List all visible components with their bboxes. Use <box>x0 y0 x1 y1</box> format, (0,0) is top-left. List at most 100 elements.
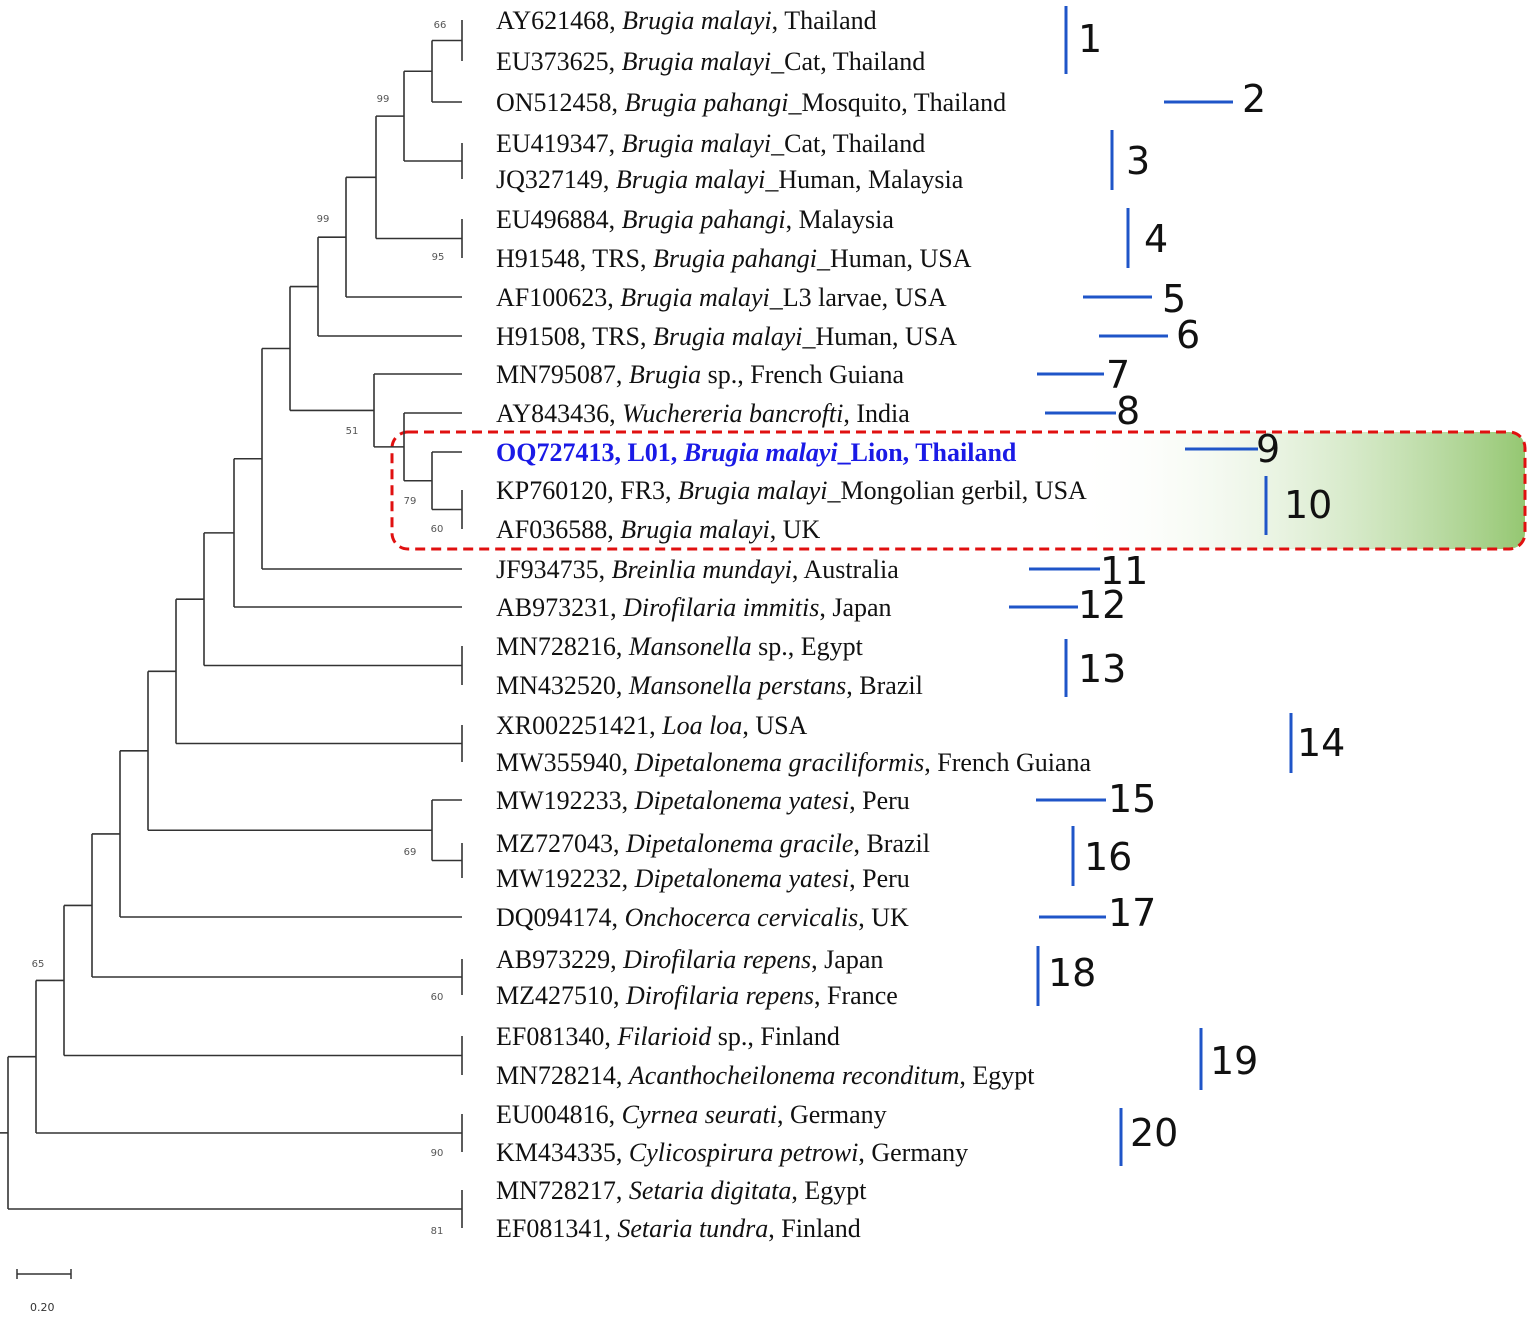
label-part: _L3 larvae, USA <box>769 283 947 312</box>
label-part: XR002251421, <box>496 711 662 740</box>
label-part: ON512458, <box>496 88 625 117</box>
group-number: 5 <box>1162 277 1186 321</box>
leaf-label: H91508, TRS, Brugia malayi_Human, USA <box>496 322 957 351</box>
label-part: , Japan <box>819 593 891 622</box>
species-name: Cylicospirura petrowi <box>629 1138 858 1167</box>
leaf-label: MN728214, Acanthocheilonema reconditum, … <box>496 1061 1035 1090</box>
group-number: 19 <box>1210 1039 1258 1083</box>
label-part: MN728214, <box>496 1061 629 1090</box>
group-number: 12 <box>1078 583 1126 627</box>
species-name: Breinlia mundayi <box>612 555 792 584</box>
leaf-label: MZ427510, Dirofilaria repens, France <box>496 981 898 1010</box>
label-part: EF081341, <box>496 1214 617 1243</box>
label-part: MN795087, <box>496 360 629 389</box>
species-name: Brugia malayi <box>620 515 770 544</box>
label-part: , Peru <box>849 786 910 815</box>
leaf-label: AF036588, Brugia malayi, UK <box>496 515 821 544</box>
leaf-label: EU373625, Brugia malayi_Cat, Thailand <box>496 47 925 76</box>
group-number: 7 <box>1106 353 1130 397</box>
species-name: Dipetalonema graciliformis <box>634 748 925 777</box>
label-part: MN432520, <box>496 671 629 700</box>
label-part: EU496884, <box>496 205 622 234</box>
group-number: 11 <box>1100 549 1148 593</box>
species-name: Cyrnea seurati <box>622 1100 777 1129</box>
species-name: Brugia pahangi <box>653 244 817 273</box>
label-part: sp., French Guiana <box>701 360 904 389</box>
label-part: _Cat, Thailand <box>770 47 925 76</box>
leaf-label: MW355940, Dipetalonema graciliformis, Fr… <box>496 748 1092 777</box>
bootstrap-value: 51 <box>346 426 359 437</box>
species-name: Mansonella <box>628 632 752 661</box>
leaf-labels: AY621468, Brugia malayi, ThailandEU37362… <box>496 6 1092 1243</box>
leaf-label: EU496884, Brugia pahangi, Malaysia <box>496 205 894 234</box>
label-part: _Human, Malaysia <box>764 165 963 194</box>
group-number: 6 <box>1176 313 1200 357</box>
bootstrap-value: 60 <box>431 992 444 1003</box>
leaf-label: DQ094174, Onchocerca cervicalis, UK <box>496 903 909 932</box>
label-part: AB973229, <box>496 945 623 974</box>
label-part: H91508, TRS, <box>496 322 653 351</box>
scale-bar-label: 0.20 <box>30 1301 55 1314</box>
group-number: 17 <box>1108 891 1156 935</box>
leaf-label: AY843436, Wuchereria bancrofti, India <box>496 399 910 428</box>
label-part: MW192233, <box>496 786 635 815</box>
label-part: DQ094174, <box>496 903 625 932</box>
leaf-label: OQ727413, L01, Brugia malayi_Lion, Thail… <box>496 438 1017 467</box>
leaf-label: KP760120, FR3, Brugia malayi_Mongolian g… <box>496 476 1087 505</box>
species-name: Brugia malayi <box>653 322 803 351</box>
label-part: , France <box>814 981 898 1010</box>
leaf-label: JF934735, Breinlia mundayi, Australia <box>496 555 899 584</box>
bootstrap-value: 90 <box>431 1148 444 1159</box>
label-part: , French Guiana <box>924 748 1091 777</box>
label-part: , UK <box>858 903 909 932</box>
label-part: , Thailand <box>772 6 877 35</box>
species-name: Brugia malayi <box>622 129 772 158</box>
label-part: , Brazil <box>846 671 923 700</box>
species-name: Brugia malayi <box>620 283 770 312</box>
label-part: AY843436, <box>496 399 622 428</box>
label-part: , Malaysia <box>786 205 895 234</box>
label-part: , Brazil <box>853 829 930 858</box>
label-part: AF100623, <box>496 283 620 312</box>
label-part: MW355940, <box>496 748 635 777</box>
group-number: 9 <box>1256 427 1280 471</box>
label-part: , Germany <box>858 1138 968 1167</box>
leaf-label: AF100623, Brugia malayi_L3 larvae, USA <box>496 283 947 312</box>
label-part: AF036588, <box>496 515 620 544</box>
leaf-label: MN728217, Setaria digitata, Egypt <box>496 1176 867 1205</box>
label-part: , USA <box>742 711 807 740</box>
group-number: 2 <box>1242 77 1266 121</box>
label-part: OQ727413, L01, <box>496 438 684 467</box>
species-name: Brugia malayi <box>622 47 772 76</box>
label-part: , Germany <box>777 1100 887 1129</box>
highlight-box <box>390 430 1527 551</box>
label-part: , Finland <box>768 1214 860 1243</box>
species-name: Brugia malayi <box>683 438 839 467</box>
species-name: Dirofilaria repens <box>622 945 811 974</box>
bootstrap-value: 99 <box>377 94 390 105</box>
species-name: Mansonella perstans <box>628 671 846 700</box>
leaf-label: MZ727043, Dipetalonema gracile, Brazil <box>496 829 930 858</box>
leaf-label: EU004816, Cyrnea seurati, Germany <box>496 1100 887 1129</box>
leaf-label: EU419347, Brugia malayi_Cat, Thailand <box>496 129 925 158</box>
label-part: , Egypt <box>791 1176 867 1205</box>
group-number: 10 <box>1284 483 1332 527</box>
species-name: Dirofilaria repens <box>625 981 814 1010</box>
leaf-label: MN432520, Mansonella perstans, Brazil <box>496 671 923 700</box>
label-part: , UK <box>770 515 821 544</box>
bootstrap-value: 65 <box>32 959 45 970</box>
group-number: 15 <box>1108 777 1156 821</box>
leaf-label: MN728216, Mansonella sp., Egypt <box>496 632 864 661</box>
species-name: Wuchereria bancrofti <box>622 399 843 428</box>
species-name: Setaria digitata <box>629 1176 792 1205</box>
label-part: AB973231, <box>496 593 623 622</box>
group-number: 16 <box>1084 835 1132 879</box>
species-name: Dipetalonema gracile <box>625 829 853 858</box>
label-part: EU004816, <box>496 1100 622 1129</box>
group-number: 14 <box>1297 721 1345 765</box>
bootstrap-value: 69 <box>404 847 417 858</box>
label-part: _Mongolian gerbil, USA <box>827 476 1087 505</box>
group-number: 8 <box>1116 389 1140 433</box>
label-part: , Peru <box>849 864 910 893</box>
